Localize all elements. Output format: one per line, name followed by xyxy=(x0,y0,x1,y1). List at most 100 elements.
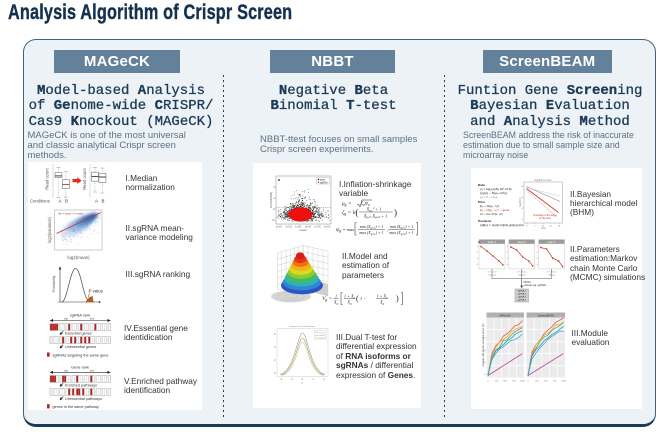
svg-text:0 7 14 21: 0 7 14 21 xyxy=(487,271,497,273)
svg-text:sgRNA-4: sgRNA-4 xyxy=(517,299,526,302)
svg-text:A: A xyxy=(95,198,98,203)
svg-text:log2(mean): log2(mean) xyxy=(67,255,90,260)
svg-text:0: 0 xyxy=(537,246,539,248)
svg-text:LFC(RPKM): LFC(RPKM) xyxy=(269,192,273,208)
svg-text:curve 2: curve 2 xyxy=(319,335,326,337)
svg-text:0: 0 xyxy=(527,381,529,383)
svg-text:A: A xyxy=(59,198,62,203)
svg-text:-4: -4 xyxy=(521,197,524,199)
svg-text:7: 7 xyxy=(534,226,536,228)
svg-text:0 7 14 21: 0 7 14 21 xyxy=(547,271,557,273)
svg-text:min (Xg,c2) + 1: min (Xg,c2) + 1 xyxy=(390,224,414,230)
svg-text:750: 750 xyxy=(553,381,557,383)
svg-text:-6: -6 xyxy=(521,186,524,188)
svg-text:ζgψg: ζgψg xyxy=(361,201,370,207)
svg-text:-10: -10 xyxy=(271,220,275,222)
svg-text:5: 5 xyxy=(274,187,276,189)
svg-text:chain 3: chain 3 xyxy=(547,240,556,244)
svg-text:28: 28 xyxy=(558,226,561,228)
svg-text:sgRNA-2: sgRNA-2 xyxy=(517,293,526,296)
svg-text:X̄g: X̄g xyxy=(347,300,353,306)
svg-text:-3: -3 xyxy=(506,264,509,266)
svg-text:-1: -1 xyxy=(477,252,480,254)
svg-text:0: 0 xyxy=(487,381,489,383)
svg-text:500: 500 xyxy=(544,381,548,383)
svg-text:-2: -2 xyxy=(280,378,283,381)
svg-text:time: time xyxy=(541,227,546,230)
svg-text:1e+06: 1e+06 xyxy=(324,227,331,229)
svg-text:1: 1 xyxy=(335,294,337,299)
svg-text:0: 0 xyxy=(484,374,486,376)
svg-text:1e+03: 1e+03 xyxy=(295,227,302,229)
svg-text:estimate sig. sgRNAs: estimate sig. sgRNAs xyxy=(524,284,548,287)
svg-text:1000: 1000 xyxy=(561,381,567,383)
svg-text:-1: -1 xyxy=(291,378,294,381)
svg-text:Read count: Read count xyxy=(45,167,50,189)
svg-text:X̄g,c1·X̄g,c2 + 1: X̄g,c1·X̄g,c2 + 1 xyxy=(363,213,387,220)
svg-text:min (Xg,c1) + 1: min (Xg,c1) + 1 xyxy=(360,224,384,230)
svg-text:sgRNA-3: sgRNA-3 xyxy=(517,296,526,299)
svg-text:250: 250 xyxy=(535,381,539,383)
svg-text:shrinkage of the slope: shrinkage of the slope xyxy=(533,214,557,217)
svg-text:log2(FC) vs time: log2(FC) vs time xyxy=(534,179,552,182)
svg-text:-2: -2 xyxy=(477,258,480,260)
svg-text:-2: -2 xyxy=(536,258,539,260)
svg-text:β₁ ~ N(μ₁, τ₁²) ←gene: β₁ ~ N(μ₁, τ₁²) ←gene xyxy=(480,208,510,212)
svg-text:-2: -2 xyxy=(521,208,524,210)
svg-text:chain 1: chain 1 xyxy=(488,240,497,244)
svg-text:Conditions: Conditions xyxy=(30,198,50,203)
svg-text:1: 1 xyxy=(312,378,314,381)
svg-text:-2: -2 xyxy=(506,258,509,260)
svg-text:0: 0 xyxy=(522,219,524,221)
svg-text:Read count: Read count xyxy=(82,167,87,189)
svg-text:0: 0 xyxy=(302,378,304,381)
svg-text:(: ( xyxy=(356,208,359,218)
svg-text:2: 2 xyxy=(323,378,325,381)
svg-text:75: 75 xyxy=(483,338,486,340)
svg-text:): ) xyxy=(396,294,399,303)
svg-text:Posterior: Posterior xyxy=(478,219,492,223)
svg-text:Enriched pathways: Enriched pathways xyxy=(65,384,97,388)
svg-text:MAGeCK: MAGeCK xyxy=(500,313,511,317)
svg-text:Probability: Probability xyxy=(52,275,56,292)
svg-text:p(β|y) ∝ p(y|β,σ²)p(β₀)p(β₁)p(: p(β|y) ∝ p(y|β,σ²)p(β₀)p(β₁)p(σ²) xyxy=(480,223,524,227)
svg-text:MCMC: MCMC xyxy=(524,281,532,284)
svg-text:1 −: 1 − xyxy=(360,296,366,301)
svg-text:0: 0 xyxy=(526,226,528,228)
svg-text:mean: mean xyxy=(299,228,307,232)
svg-text:Vg =: Vg = xyxy=(322,296,333,302)
svg-text:6: 6 xyxy=(274,333,276,336)
svg-text:X̄g: X̄g xyxy=(333,300,339,306)
svg-text:25: 25 xyxy=(483,362,486,364)
svg-text:(yᵢⱼ|nᵢⱼ) ~ N(μᵢⱼ, σ²/nᵢⱼ): (yᵢⱼ|nᵢⱼ) ~ N(μᵢⱼ, σ²/nᵢⱼ) xyxy=(480,191,507,195)
svg-text:50: 50 xyxy=(483,350,486,352)
svg-text:0: 0 xyxy=(274,198,276,200)
svg-text:Gene rank: Gene rank xyxy=(71,365,89,369)
svg-text:-3: -3 xyxy=(477,264,480,266)
svg-text:1000: 1000 xyxy=(520,381,526,383)
svg-text:β₀ ~ N(μ₀, τ₀²): β₀ ~ N(μ₀, τ₀²) xyxy=(480,204,499,208)
svg-text:log2(FC): log2(FC) xyxy=(519,197,522,207)
svg-text:ζg = ln: ζg = ln xyxy=(342,209,357,216)
svg-text:750: 750 xyxy=(512,381,516,383)
svg-text:-3: -3 xyxy=(536,264,539,266)
svg-text:gene: gene xyxy=(320,179,326,182)
svg-text:ScreenBEAM: ScreenBEAM xyxy=(538,313,554,317)
svg-text:Essential genes: Essential genes xyxy=(65,332,92,336)
svg-text:X̄g,c2 + 1: X̄g,c2 + 1 xyxy=(366,206,382,213)
svg-text:top: top xyxy=(64,317,69,321)
svg-text:1e+02: 1e+02 xyxy=(285,227,292,229)
svg-text:max (Xg,c1) + 1: max (Xg,c1) + 1 xyxy=(359,230,383,236)
svg-text:,: , xyxy=(387,227,388,233)
svg-text:1 + X̄g: 1 + X̄g xyxy=(377,294,389,300)
svg-text:(: ( xyxy=(356,294,359,303)
svg-text:Comparison of Distributions: Comparison of Distributions xyxy=(289,325,317,328)
svg-text:B: B xyxy=(65,198,68,203)
svg-text:a: a xyxy=(278,178,280,182)
svg-text:X̄g: X̄g xyxy=(379,300,385,306)
svg-text:-1: -1 xyxy=(536,252,539,254)
svg-text:sgRNA: sgRNA xyxy=(320,181,328,184)
svg-text:a: a xyxy=(478,241,480,244)
svg-text:ψg = max: ψg = max xyxy=(336,227,354,233)
svg-text:μᵢⱼ = β₀ + β₁tⱼ: μᵢⱼ = β₀ + β₁tⱼ xyxy=(480,195,498,199)
